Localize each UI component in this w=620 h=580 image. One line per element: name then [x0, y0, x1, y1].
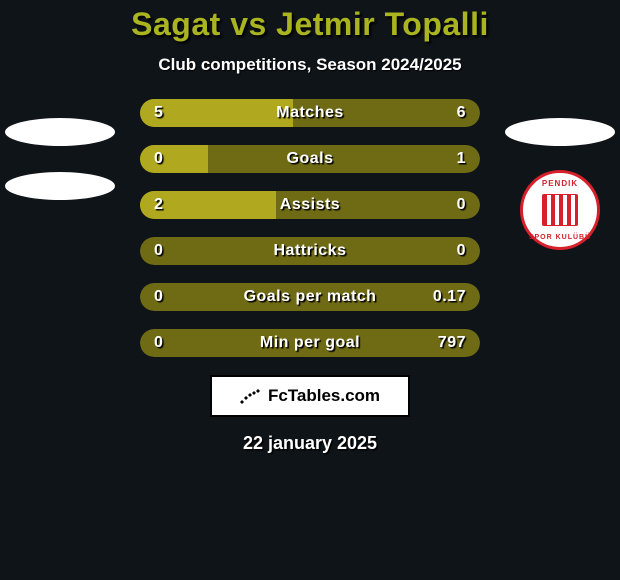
stat-label: Matches — [140, 99, 480, 127]
stat-label: Assists — [140, 191, 480, 219]
date-text: 22 january 2025 — [0, 433, 620, 454]
subtitle: Club competitions, Season 2024/2025 — [0, 55, 620, 75]
stat-row: 0797Min per goal — [140, 329, 480, 357]
stat-label: Hattricks — [140, 237, 480, 265]
stat-row: 56Matches — [140, 99, 480, 127]
stats-bar-list: 56Matches 01Goals 20Assists 00Hattricks 00.1… — [140, 99, 480, 357]
club-stripes-icon — [542, 194, 578, 226]
stat-row: 01Goals — [140, 145, 480, 173]
player-right-name: Jetmir Topalli — [276, 6, 489, 42]
stat-row: 00Hattricks — [140, 237, 480, 265]
stat-row: 20Assists — [140, 191, 480, 219]
club-crest-icon: PENDIK SPOR KULÜBÜ — [520, 170, 600, 250]
brand-chart-icon — [240, 388, 262, 404]
placeholder-ellipse-icon — [5, 172, 115, 200]
placeholder-ellipse-icon — [5, 118, 115, 146]
club-name-top: PENDIK — [542, 179, 578, 188]
player-left-name: Sagat — [131, 6, 221, 42]
right-player-badge-area: PENDIK SPOR KULÜBÜ — [500, 118, 620, 250]
club-name-bottom: SPOR KULÜBÜ — [529, 234, 591, 241]
stat-label: Goals — [140, 145, 480, 173]
footer-brand-badge: FcTables.com — [210, 375, 410, 417]
vs-word: vs — [230, 6, 267, 42]
placeholder-ellipse-icon — [505, 118, 615, 146]
stat-label: Goals per match — [140, 283, 480, 311]
stat-label: Min per goal — [140, 329, 480, 357]
page-title: Sagat vs Jetmir Topalli — [0, 6, 620, 43]
stat-row: 00.17Goals per match — [140, 283, 480, 311]
left-player-badge-area — [0, 118, 120, 200]
brand-text: FcTables.com — [268, 386, 380, 406]
